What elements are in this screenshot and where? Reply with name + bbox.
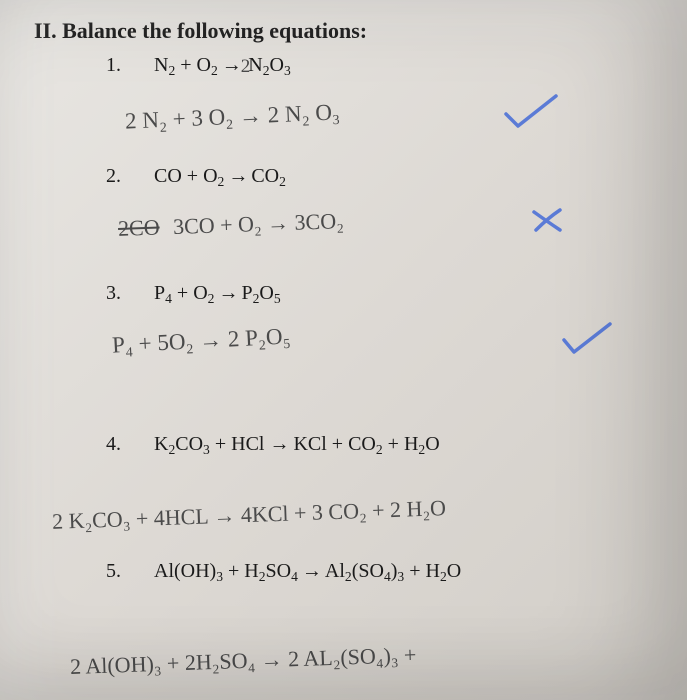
eq-text: P4 + O2 → P2O5 [139, 282, 281, 304]
handwritten-answer: 2 Al(OH)₃ + 2H₂SO₄ → 2 AL₂(SO₄)₃ + [70, 642, 417, 680]
problem-num: 1. [106, 54, 134, 77]
eq-text: K2CO3 + HCl → KCl + CO2 + H2O [139, 433, 440, 455]
problem-2: 2. CO + O2 → CO2 [106, 165, 663, 190]
problem-num: 5. [106, 560, 134, 583]
eq-text: CO + O2 → CO2 [139, 165, 286, 187]
worksheet-page: II. Balance the following equations: 1. … [0, 0, 687, 585]
problem-num: 3. [106, 282, 134, 305]
problem-num: 2. [106, 165, 134, 188]
problem-4: 4. K2CO3 + HCl → KCl + CO2 + H2O [106, 433, 663, 458]
problem-num: 4. [106, 433, 134, 456]
checkmark-icon [560, 320, 616, 360]
problem-3: 3. P4 + O2 → P2O5 [106, 282, 663, 307]
problem-1: 1. N2 + O2 →2N2O3 [106, 54, 663, 79]
problem-5: 5. Al(OH)3 + H2SO4 → Al2(SO4)3 + H2O [106, 560, 663, 585]
checkmark-icon [502, 92, 562, 134]
eq-text: N2 + O2 →2N2O3 [139, 54, 291, 76]
eq-text: Al(OH)3 + H2SO4 → Al2(SO4)3 + H2O [139, 560, 461, 582]
section-header: II. Balance the following equations: [34, 18, 663, 44]
x-mark-icon [530, 206, 566, 236]
